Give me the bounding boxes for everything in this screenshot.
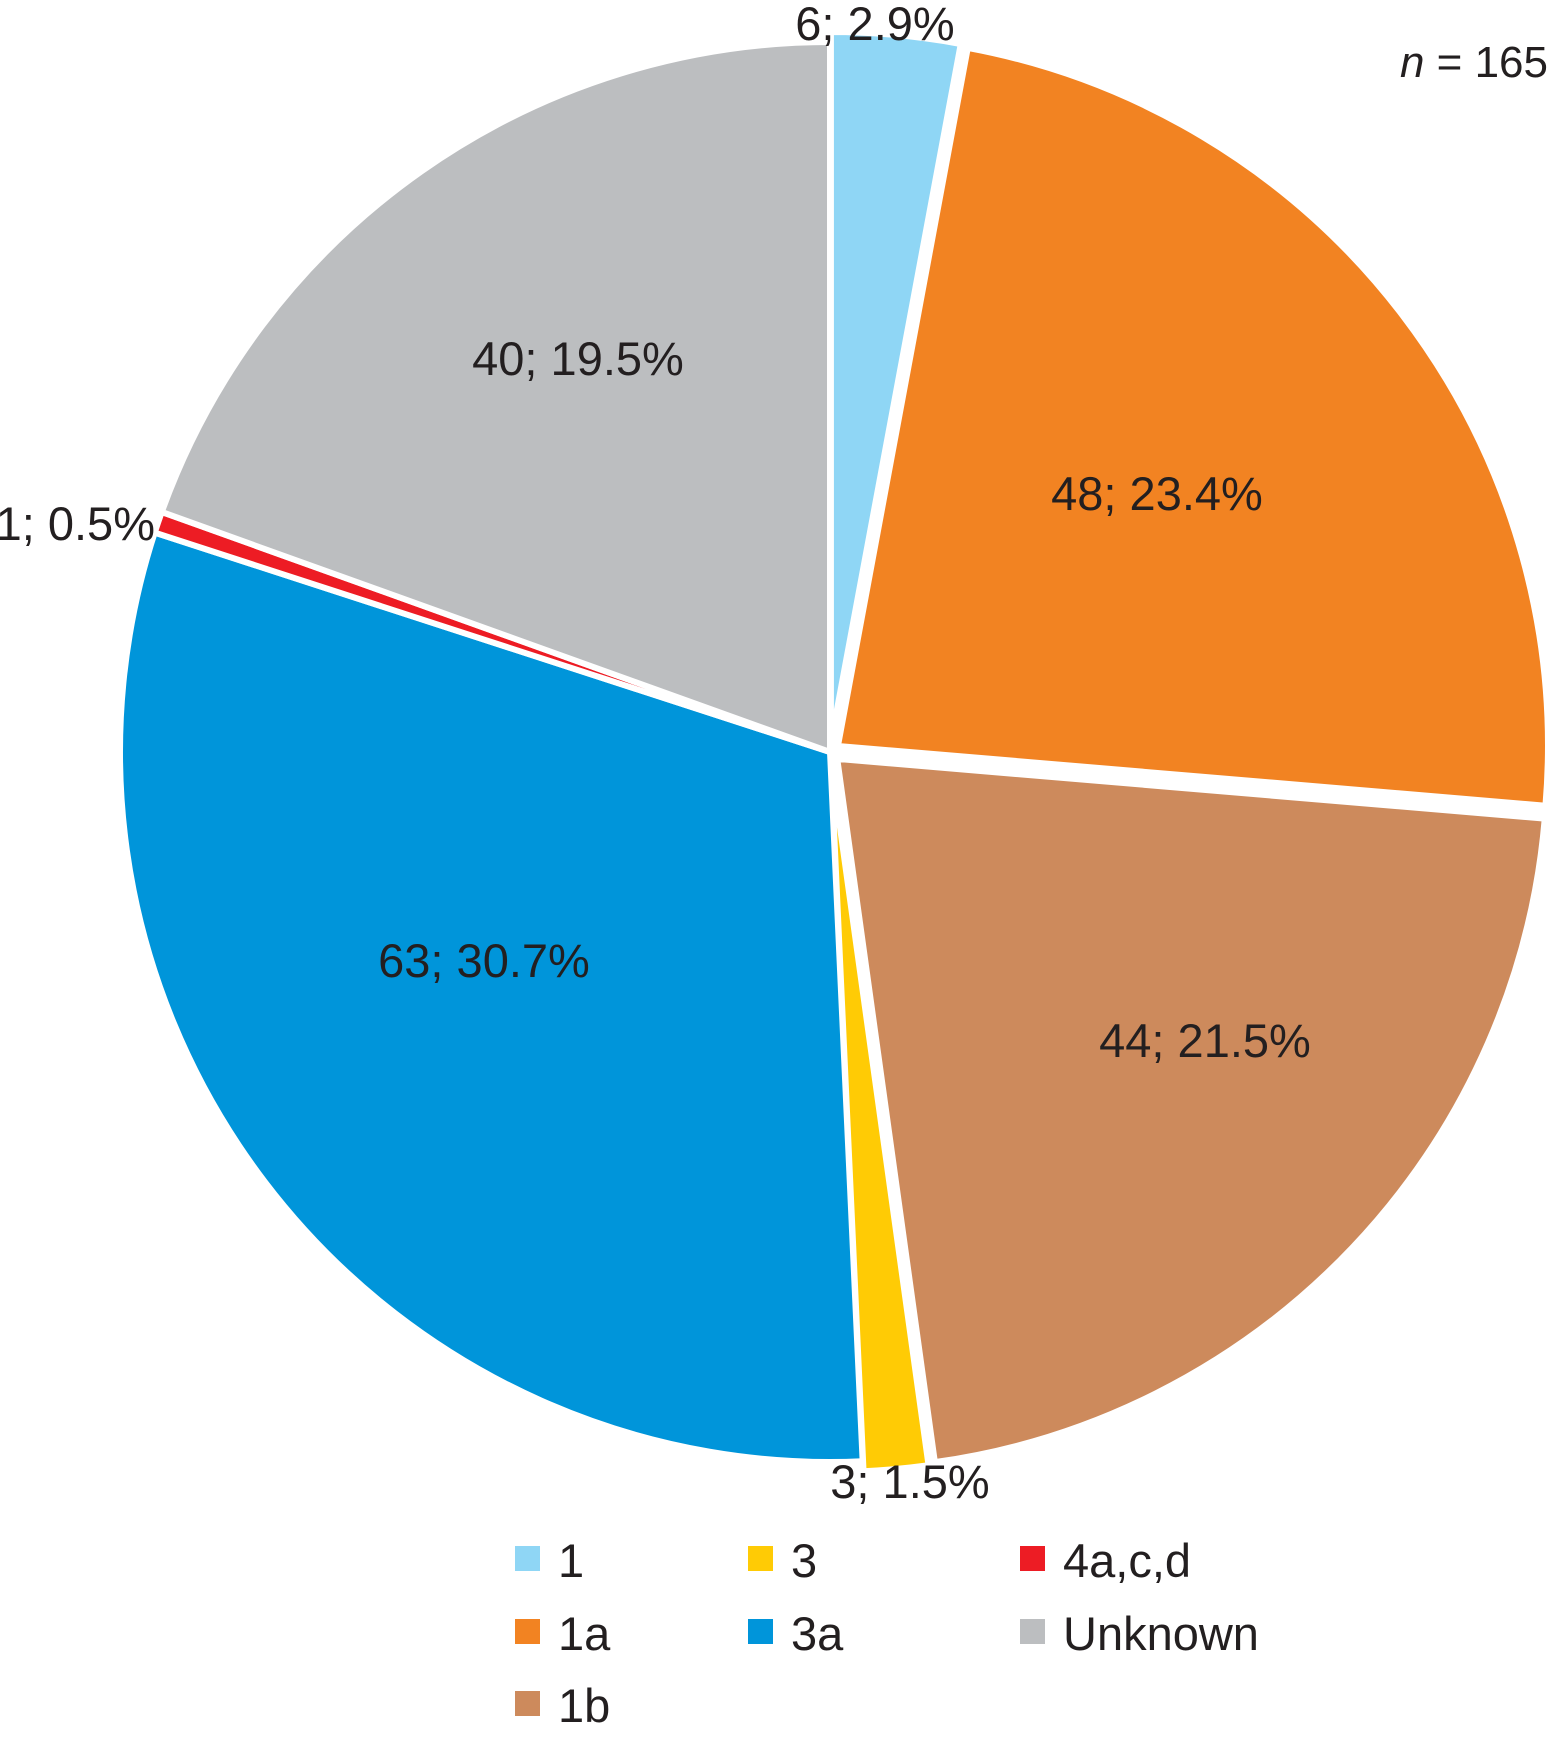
sample-size-label: n = 165 <box>1400 38 1548 87</box>
pie-slice-1b <box>834 755 1548 1466</box>
slice-label-1: 6; 2.9% <box>795 0 954 50</box>
legend-swatch-unknown <box>1020 1619 1045 1644</box>
legend-label-4a-c-d: 4a,c,d <box>1063 1534 1191 1587</box>
legend-swatch-1 <box>515 1546 540 1571</box>
legend-label-1b: 1b <box>558 1679 610 1732</box>
pie-slice-unknown <box>158 39 833 755</box>
legend-label-3a: 3a <box>791 1607 844 1660</box>
slice-label-unknown: 40; 19.5% <box>472 332 684 385</box>
slice-label-1b: 44; 21.5% <box>1099 1014 1311 1067</box>
legend-swatch-1a <box>515 1619 540 1644</box>
legend: 1 3 4a,c,d 1a 3a Unknown 1b <box>515 1534 1259 1732</box>
legend-label-1a: 1a <box>558 1607 611 1660</box>
slice-labels: 6; 2.9% 48; 23.4% 44; 21.5% 3; 1.5% 63; 30.7… <box>0 0 1311 1508</box>
legend-label-1: 1 <box>558 1534 584 1587</box>
pie-slice-3 <box>827 758 932 1475</box>
legend-swatch-1b <box>515 1691 540 1716</box>
pie-slice-3a <box>117 529 866 1465</box>
pie-slices <box>117 29 1550 1475</box>
sample-size-symbol: n <box>1400 38 1424 87</box>
legend-label-3: 3 <box>791 1534 817 1587</box>
pie-slice-1 <box>827 29 964 746</box>
slice-label-3: 3; 1.5% <box>830 1455 989 1508</box>
pie-slice-1a <box>834 44 1550 809</box>
sample-size-value: = 165 <box>1424 38 1548 87</box>
legend-swatch-4a-c-d <box>1020 1546 1045 1571</box>
slice-label-3a: 63; 30.7% <box>378 934 590 987</box>
legend-label-unknown: Unknown <box>1063 1607 1259 1660</box>
slice-label-4a-c-d: 1; 0.5% <box>0 497 155 550</box>
slice-label-1a: 48; 23.4% <box>1051 467 1263 520</box>
legend-swatch-3a <box>748 1619 773 1644</box>
legend-swatch-3 <box>748 1546 773 1571</box>
